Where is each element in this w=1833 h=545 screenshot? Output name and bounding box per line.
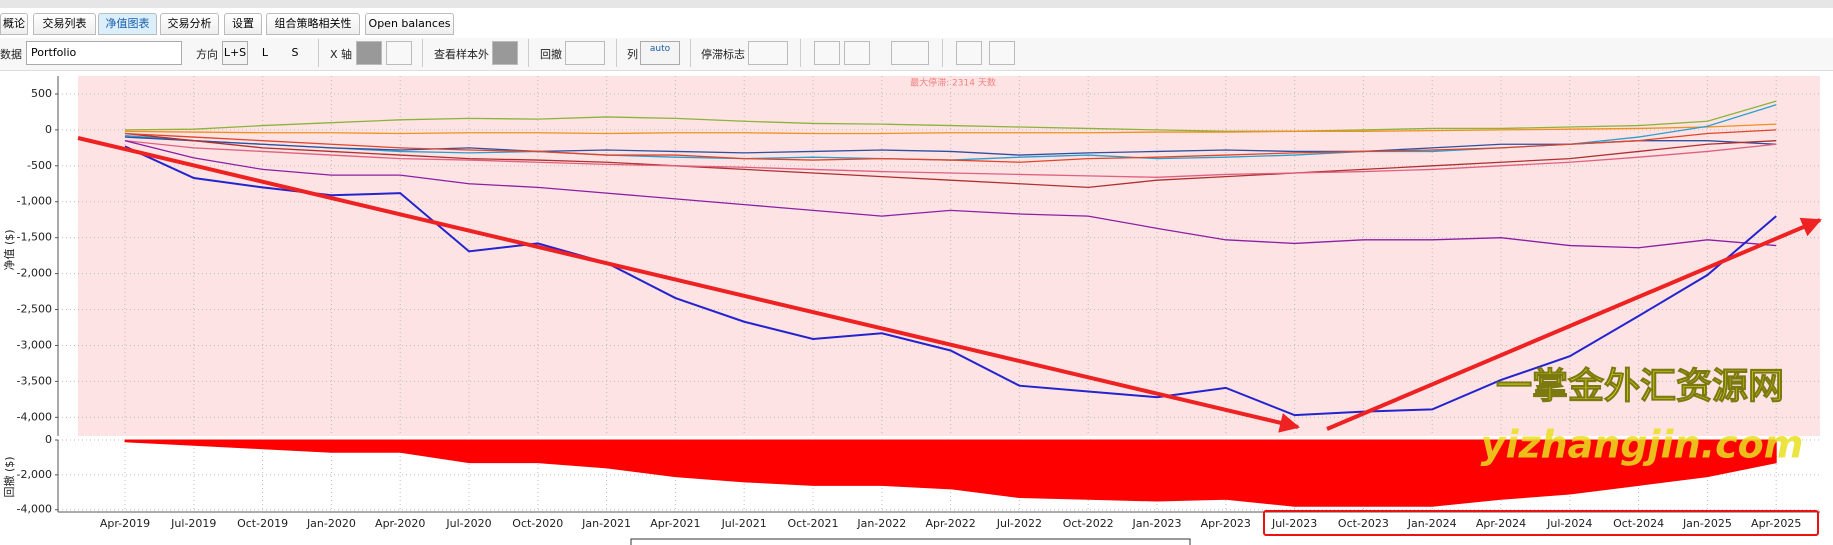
x-tick-label: Jul-2019 <box>170 517 216 530</box>
x-tick-label: Jan-2022 <box>856 517 906 530</box>
x-tick-label: Jul-2020 <box>445 517 491 530</box>
tab[interactable]: 交易列表 <box>33 13 96 35</box>
label: 查看样本外 <box>434 48 489 61</box>
icon-button[interactable] <box>956 41 982 65</box>
y-tick-label: -2,000 <box>17 468 52 481</box>
x-tick-label: Jul-2021 <box>721 517 767 530</box>
tab[interactable]: 设置 <box>224 13 262 35</box>
icon-button[interactable] <box>565 41 605 65</box>
label: 列 <box>627 48 638 61</box>
highlight-box <box>1263 510 1819 536</box>
label: 数据 <box>0 48 22 61</box>
y-tick-label: -3,500 <box>17 374 52 387</box>
watermark: 一掌金外汇资源网 <box>1496 365 1784 407</box>
x-tick-label: Apr-2023 <box>1201 517 1251 530</box>
separator <box>318 39 319 67</box>
separator <box>528 39 529 67</box>
x-tick-label: Oct-2024 <box>1613 517 1664 530</box>
equity-line <box>124 136 1777 156</box>
direction-button[interactable]: L+S <box>222 41 248 65</box>
y-tick-label: 0 <box>45 433 52 446</box>
separator <box>616 39 617 67</box>
y-tick-label: -1,500 <box>17 231 52 244</box>
equity-line <box>124 140 1777 249</box>
equity-line <box>124 123 1777 135</box>
icon-button[interactable] <box>492 41 518 65</box>
y-tick-label: -4,000 <box>17 410 52 423</box>
x-tick-label: Apr-2024 <box>1476 517 1526 530</box>
icon-button[interactable] <box>386 41 412 65</box>
arrow <box>77 136 1300 433</box>
arrow <box>1326 217 1822 431</box>
y-tick-label: 500 <box>31 87 52 100</box>
equity-line <box>124 132 1777 189</box>
icon-button[interactable] <box>814 41 840 65</box>
watermark: yizhangjin.com <box>1481 423 1804 467</box>
x-tick-label: Jul-2024 <box>1546 517 1592 530</box>
equity-line <box>124 145 1777 417</box>
x-tick-label: Jan-2023 <box>1132 517 1182 530</box>
data-select[interactable]: Portfolio <box>26 41 182 65</box>
x-tick-label: Jan-2020 <box>306 517 356 530</box>
x-tick-label: Apr-2025 <box>1751 517 1801 530</box>
drawdown-area <box>124 439 1777 507</box>
icon-button[interactable] <box>844 41 870 65</box>
label: 方向 <box>196 48 218 61</box>
plot-background <box>78 76 1820 436</box>
x-tick-label: Jul-2023 <box>1271 517 1317 530</box>
x-tick-label: Oct-2021 <box>788 517 839 530</box>
x-tick-label: Jul-2022 <box>996 517 1042 530</box>
x-tick-label: Apr-2020 <box>375 517 425 530</box>
annotation: 最大停滞: 2314 天数 <box>910 77 996 89</box>
x-tick-label: Oct-2023 <box>1338 517 1389 530</box>
y-tick-label: -4,000 <box>17 503 52 516</box>
x-tick-label: Jan-2021 <box>581 517 631 530</box>
separator <box>800 39 801 67</box>
x-tick-label: Jan-2024 <box>1407 517 1457 530</box>
top-bar <box>0 0 1833 8</box>
separator <box>690 39 691 67</box>
tab[interactable]: Open balances <box>365 13 454 35</box>
y-tick-label: -1,000 <box>17 195 52 208</box>
y-axis-label: 回撤 ($) <box>2 456 16 497</box>
x-tick-label: Oct-2019 <box>237 517 288 530</box>
separator <box>942 39 943 67</box>
y-tick-label: 0 <box>45 123 52 136</box>
direction-button[interactable]: S <box>291 46 299 59</box>
x-tick-label: Apr-2019 <box>100 517 150 530</box>
equity-line <box>124 129 1777 163</box>
direction-button[interactable]: L <box>261 46 269 59</box>
y-tick-label: -2,500 <box>17 303 52 316</box>
icon-button[interactable] <box>748 41 788 65</box>
separator <box>422 39 423 67</box>
x-tick-label: Apr-2022 <box>925 517 975 530</box>
column-auto[interactable]: auto <box>640 41 680 65</box>
y-tick-label: -2,000 <box>17 267 52 280</box>
x-tick-label: Jan-2025 <box>1682 517 1732 530</box>
tab[interactable]: 净值图表 <box>98 13 157 35</box>
tab[interactable]: 交易分析 <box>160 13 219 35</box>
label: 回撤 <box>540 48 562 61</box>
x-tick-label: Oct-2022 <box>1063 517 1114 530</box>
label: X 轴 <box>330 48 353 61</box>
equity-line <box>124 104 1777 161</box>
y-tick-label: -500 <box>27 159 52 172</box>
icon-button[interactable] <box>891 41 929 65</box>
x-tick-label: Oct-2020 <box>512 517 563 530</box>
legend-box <box>630 538 1191 545</box>
label: 停滞标志 <box>701 48 745 61</box>
tab[interactable]: 组合策略相关性 <box>266 13 360 35</box>
icon-button[interactable] <box>356 41 382 65</box>
tab[interactable]: 概论 <box>0 13 28 35</box>
equity-line <box>124 140 1777 178</box>
x-tick-label: Apr-2021 <box>650 517 700 530</box>
equity-line <box>124 100 1777 132</box>
y-axis-label: 净值 ($) <box>2 229 16 270</box>
y-tick-label: -3,000 <box>17 338 52 351</box>
icon-button[interactable] <box>989 41 1015 65</box>
